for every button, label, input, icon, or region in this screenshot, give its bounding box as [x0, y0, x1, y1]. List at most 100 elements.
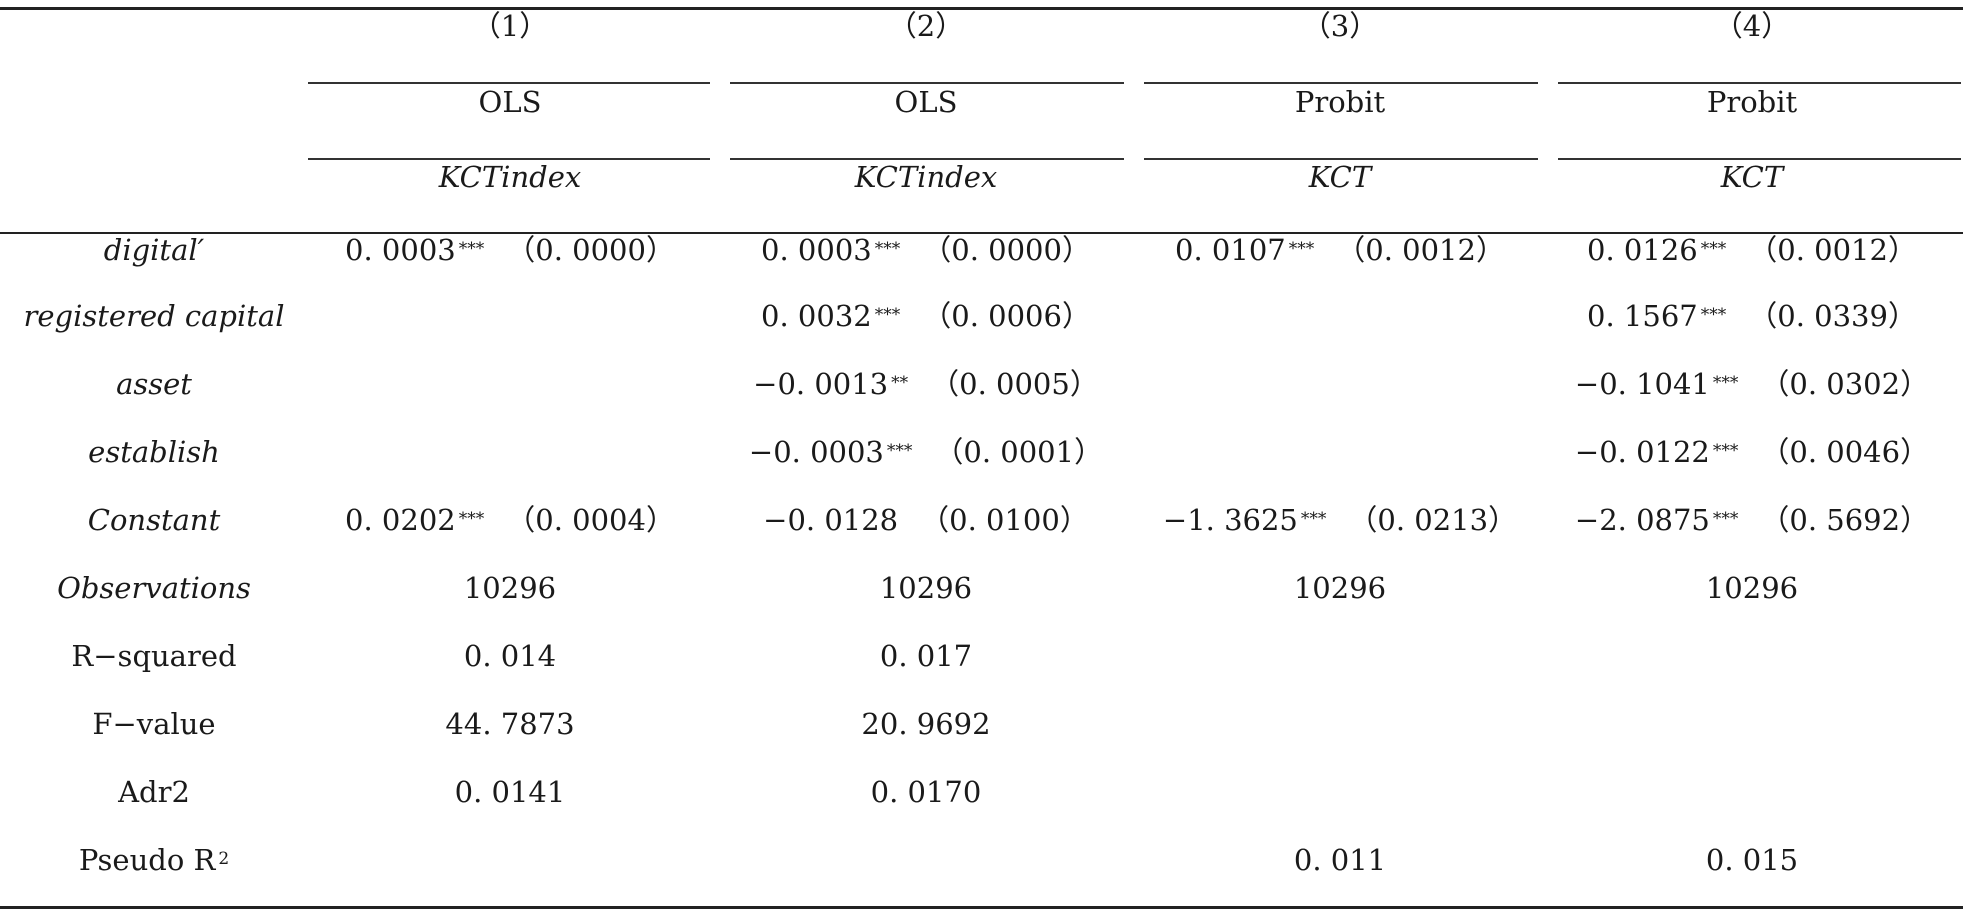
- cell-value: 10296: [879, 571, 973, 605]
- significance-stars: ***: [874, 239, 901, 259]
- coefficient: −0. 0013: [753, 367, 889, 401]
- table-cell: 10296: [300, 568, 720, 608]
- row-label: asset: [0, 364, 308, 404]
- header-num-col4: （4）: [1713, 9, 1791, 43]
- table-cell: 0. 011: [1130, 840, 1550, 880]
- significance-stars: ***: [1712, 509, 1739, 529]
- significance-stars: ***: [1700, 239, 1727, 259]
- standard-error: （0. 5692）: [1760, 503, 1930, 537]
- table-top-rule: [0, 7, 1963, 10]
- table-cell: −0. 0013 ** （0. 0005）: [716, 364, 1136, 404]
- cell-value: 0. 014: [463, 639, 557, 673]
- significance-stars: ***: [1700, 305, 1727, 325]
- header-depvar-col4: KCT: [1720, 160, 1784, 194]
- standard-error: （0. 0006）: [922, 299, 1091, 333]
- standard-error: （0. 0004）: [506, 503, 675, 537]
- table-bottom-rule: [0, 906, 1963, 909]
- table-cell: −2. 0875 *** （0. 5692）: [1542, 500, 1962, 540]
- significance-stars: ***: [458, 509, 485, 529]
- row-label: Adr2: [0, 772, 308, 812]
- table-cell: 0. 0141: [300, 772, 720, 812]
- row-label: establish: [0, 432, 308, 472]
- header-depvar-col1: KCTindex: [438, 160, 582, 194]
- header-num-col2: （2）: [887, 9, 965, 43]
- coefficient: 0. 0003: [345, 233, 456, 267]
- table-cell: 0. 0202 *** （0. 0004）: [300, 500, 720, 540]
- table-header-rule: [0, 232, 1963, 234]
- cell-value: 20. 9692: [861, 707, 991, 741]
- significance-stars: ***: [1712, 441, 1739, 461]
- row-label-text: digital′: [103, 233, 205, 267]
- table-cell: 0. 1567 *** （0. 0339）: [1542, 296, 1962, 336]
- table-cell: 20. 9692: [716, 704, 1136, 744]
- row-label: registered capital: [0, 296, 308, 336]
- row-label-text: F−value: [92, 707, 216, 741]
- significance-stars: ***: [874, 305, 901, 325]
- header-num-col1: （1）: [471, 9, 549, 43]
- coefficient: −0. 1041: [1574, 367, 1710, 401]
- header-method-col2: OLS: [894, 85, 958, 119]
- cell-value: 0. 0170: [870, 775, 982, 809]
- coefficient: 0. 0032: [761, 299, 872, 333]
- table-cell: 0. 0170: [716, 772, 1136, 812]
- row-label-text: establish: [88, 435, 220, 469]
- standard-error: （0. 0000）: [922, 233, 1091, 267]
- coefficient: −1. 3625: [1162, 503, 1298, 537]
- header-depvar-col3: KCT: [1308, 160, 1372, 194]
- col1-num-underline: [308, 82, 710, 84]
- table-cell: 0. 014: [300, 636, 720, 676]
- cell-value: 0. 017: [879, 639, 973, 673]
- row-label-text: asset: [116, 367, 192, 401]
- cell-value: 0. 011: [1293, 843, 1387, 877]
- row-label: Observations: [0, 568, 308, 608]
- row-label: R−squared: [0, 636, 308, 676]
- standard-error: （0. 0213）: [1348, 503, 1518, 537]
- table-cell: 0. 0126 *** （0. 0012）: [1542, 230, 1962, 270]
- row-label-text: Constant: [87, 503, 221, 537]
- coefficient: −0. 0003: [748, 435, 884, 469]
- significance-stars: ***: [886, 441, 913, 461]
- row-label-text: Pseudo R: [78, 843, 216, 877]
- row-label-text: Adr2: [118, 775, 190, 809]
- table-cell: 10296: [1542, 568, 1962, 608]
- table-cell: −0. 0003 *** （0. 0001）: [716, 432, 1136, 472]
- significance-stars: ***: [1712, 373, 1739, 393]
- significance-stars: ***: [1288, 239, 1315, 259]
- table-cell: 10296: [716, 568, 1136, 608]
- coefficient: 0. 0202: [345, 503, 456, 537]
- header-depvar-col2: KCTindex: [854, 160, 998, 194]
- row-label: F−value: [0, 704, 308, 744]
- row-label-text: R−squared: [71, 639, 237, 673]
- coefficient: 0. 0003: [761, 233, 872, 267]
- standard-error: （0. 0012）: [1336, 233, 1505, 267]
- standard-error: （0. 0339）: [1748, 299, 1917, 333]
- coefficient: 0. 0126: [1587, 233, 1698, 267]
- standard-error: （0. 0001）: [934, 435, 1104, 469]
- cell-value: 10296: [1293, 571, 1387, 605]
- coefficient: −0. 0128: [763, 503, 899, 537]
- header-method-col1: OLS: [478, 85, 542, 119]
- row-label-text: registered capital: [23, 299, 285, 333]
- col2-method-underline: [730, 158, 1124, 160]
- table-cell: 0. 0107 *** （0. 0012）: [1130, 230, 1550, 270]
- cell-value: 10296: [463, 571, 557, 605]
- cell-value: 10296: [1705, 571, 1799, 605]
- coefficient: 0. 0107: [1175, 233, 1286, 267]
- col4-method-underline: [1558, 158, 1961, 160]
- coefficient: −2. 0875: [1574, 503, 1710, 537]
- table-cell: 0. 0032 *** （0. 0006）: [716, 296, 1136, 336]
- standard-error: （0. 0000）: [506, 233, 675, 267]
- significance-stars: **: [891, 373, 909, 393]
- table-cell: 0. 015: [1542, 840, 1962, 880]
- row-label: Constant: [0, 500, 308, 540]
- table-cell: 0. 017: [716, 636, 1136, 676]
- table-cell: 0. 0003 *** （0. 0000）: [300, 230, 720, 270]
- coefficient: −0. 0122: [1574, 435, 1710, 469]
- table-cell: −1. 3625 *** （0. 0213）: [1130, 500, 1550, 540]
- table-cell: −0. 0122 *** （0. 0046）: [1542, 432, 1962, 472]
- standard-error: （0. 0302）: [1760, 367, 1930, 401]
- table-cell: 10296: [1130, 568, 1550, 608]
- standard-error: （0. 0100）: [920, 503, 1089, 537]
- header-num-col3: （3）: [1301, 9, 1379, 43]
